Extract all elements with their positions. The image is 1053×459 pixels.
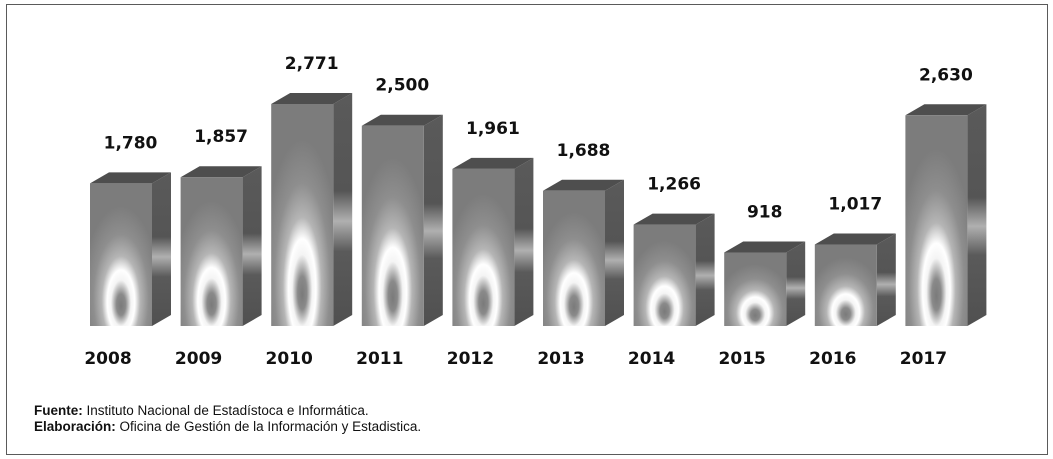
bar-front-2015: [724, 252, 787, 326]
source-label: Fuente:: [34, 403, 83, 418]
elaboration-text: Oficina de Gestión de la Información y E…: [115, 419, 422, 434]
x-tick-2012: 2012: [447, 349, 494, 369]
bar-2010: [271, 93, 353, 326]
bar-2013: [543, 179, 624, 326]
bar-2009: [180, 166, 262, 326]
bar-2011: [361, 114, 443, 326]
bar-top-2014: [633, 213, 715, 225]
bar-front-2014: [633, 224, 696, 326]
bar-side-2015: [786, 241, 806, 326]
bar-top-2015: [724, 241, 806, 253]
bar-front-2009: [180, 177, 243, 326]
x-tick-2017: 2017: [900, 349, 947, 369]
value-label-2012: 1,961: [466, 119, 520, 139]
value-label-2009: 1,857: [194, 127, 248, 147]
value-label-2016: 1,017: [828, 195, 882, 215]
bar-top-2013: [543, 179, 624, 191]
value-label-2013: 1,688: [557, 141, 611, 161]
bar-top-2010: [271, 93, 353, 104]
bar-side-2009: [242, 166, 262, 326]
bar-side-2012: [514, 157, 534, 326]
bar-front-2017: [905, 115, 968, 326]
bar-2016: [814, 233, 896, 326]
value-label-2014: 1,266: [647, 175, 701, 195]
bar-front-2016: [814, 244, 877, 326]
bar-front-2011: [361, 125, 424, 326]
bar-side-2013: [605, 179, 624, 326]
bar-2008: [90, 172, 171, 326]
source-text: Instituto Nacional de Estadístoca e Info…: [82, 403, 369, 418]
x-tick-2011: 2011: [356, 349, 403, 369]
x-tick-2016: 2016: [809, 349, 856, 369]
value-label-2017: 2,630: [919, 65, 973, 85]
bar-side-2011: [423, 114, 443, 326]
bar-front-2013: [543, 190, 605, 326]
bar-side-2008: [152, 172, 171, 326]
bar-2015: [724, 241, 806, 326]
bar-front-2008: [90, 183, 152, 326]
x-tick-2010: 2010: [266, 349, 313, 369]
bar-2017: [905, 104, 987, 326]
bar-top-2008: [90, 172, 171, 184]
value-label-2008: 1,780: [104, 133, 158, 153]
x-tick-2014: 2014: [628, 349, 675, 369]
bar-front-2010: [271, 104, 334, 326]
bar-top-2016: [814, 233, 896, 245]
x-tick-2009: 2009: [175, 349, 222, 369]
bar-top-2017: [905, 104, 987, 116]
bar-front-2012: [452, 168, 515, 326]
bar-side-2016: [876, 233, 896, 326]
elaboration-label: Elaboración:: [34, 419, 116, 434]
bar-side-2010: [333, 93, 353, 326]
bar-2012: [452, 157, 534, 326]
bar-top-2012: [452, 157, 534, 169]
bar-2014: [633, 213, 715, 326]
x-tick-2015: 2015: [719, 349, 766, 369]
value-label-2015: 918: [747, 202, 783, 222]
x-tick-2013: 2013: [537, 349, 584, 369]
bar-top-2009: [180, 166, 262, 178]
bar-side-2014: [695, 213, 715, 326]
x-tick-2008: 2008: [84, 349, 131, 369]
bar-top-2011: [361, 114, 443, 126]
source-line: Fuente: Instituto Nacional de Estadístoc…: [34, 403, 421, 419]
value-label-2010: 2,771: [285, 54, 339, 74]
elaboration-line: Elaboración: Oficina de Gestión de la In…: [34, 419, 421, 435]
chart-credits: Fuente: Instituto Nacional de Estadístoc…: [34, 403, 421, 435]
bar-side-2017: [967, 104, 987, 326]
value-label-2011: 2,500: [375, 76, 429, 96]
